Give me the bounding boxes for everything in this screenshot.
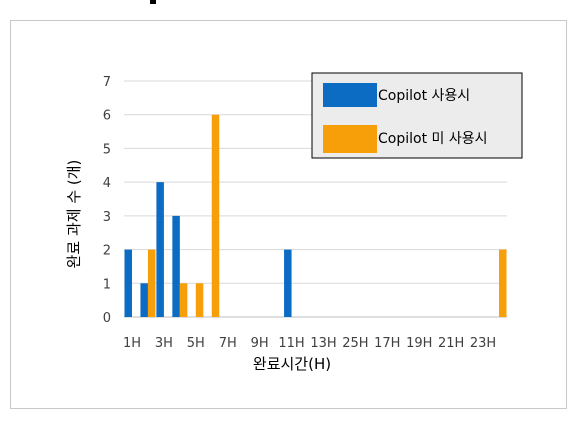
- bar-no-copilot-24H: [499, 249, 507, 317]
- x-tick-labels: 1H 3H 5H 7H 9H 11H 13H 25H 17H 19H 21H 23H: [123, 336, 496, 351]
- bar-no-copilot-5H: [195, 283, 204, 317]
- top-crop-fragment: [150, 0, 156, 4]
- y-tick-label: 2: [103, 244, 111, 259]
- y-tick-label: 1: [103, 277, 111, 292]
- y-tick-label: 7: [103, 75, 111, 90]
- x-tick-label: 19H: [406, 336, 432, 351]
- x-tick-label: 5H: [187, 336, 205, 351]
- bar-no-copilot-6H: [211, 114, 220, 318]
- bars: [124, 114, 507, 318]
- bar-no-copilot-4H: [179, 283, 188, 317]
- bar-copilot-4H: [172, 215, 180, 317]
- bar-no-copilot-2H: [147, 249, 156, 317]
- legend: Copilot 사용시 Copilot 미 사용시: [311, 72, 523, 159]
- y-tick-labels: 0 1 2 3 4 5 6 7: [103, 75, 111, 326]
- chart-frame: 0 1 2 3 4 5 6 7 1H 3H 5H 7H 9H 11H 13H 25H 17H 19H 21H 23H…: [10, 20, 567, 409]
- x-tick-label: 1H: [123, 336, 141, 351]
- y-tick-label: 4: [103, 176, 111, 191]
- y-tick-label: 5: [103, 142, 111, 157]
- x-tick-label: 11H: [278, 336, 304, 351]
- x-tick-label: 9H: [251, 336, 269, 351]
- x-tick-label: 13H: [310, 336, 336, 351]
- legend-label-copilot: Copilot 사용시: [378, 88, 470, 104]
- legend-swatch-no-copilot: [323, 125, 377, 153]
- legend-swatch-copilot: [323, 83, 377, 107]
- bar-copilot-3H: [156, 182, 164, 317]
- x-tick-label: 3H: [155, 336, 173, 351]
- y-tick-label: 0: [103, 311, 111, 326]
- x-tick-label: 25H: [342, 336, 368, 351]
- y-tick-label: 6: [103, 109, 111, 124]
- bar-copilot-2H: [140, 283, 148, 317]
- x-tick-label: 7H: [219, 336, 237, 351]
- bar-copilot-1H: [124, 249, 132, 317]
- y-tick-label: 3: [103, 210, 111, 225]
- x-tick-label: 17H: [374, 336, 400, 351]
- x-tick-label: 23H: [470, 336, 496, 351]
- bar-chart: 0 1 2 3 4 5 6 7 1H 3H 5H 7H 9H 11H 13H 25H 17H 19H 21H 23H…: [65, 72, 523, 373]
- y-axis-title: 완료 과제 수 (개): [65, 160, 83, 269]
- legend-label-no-copilot: Copilot 미 사용시: [378, 131, 487, 147]
- bar-copilot-11H: [284, 249, 292, 317]
- x-axis-title: 완료시간(H): [253, 355, 331, 373]
- x-tick-label: 21H: [438, 336, 464, 351]
